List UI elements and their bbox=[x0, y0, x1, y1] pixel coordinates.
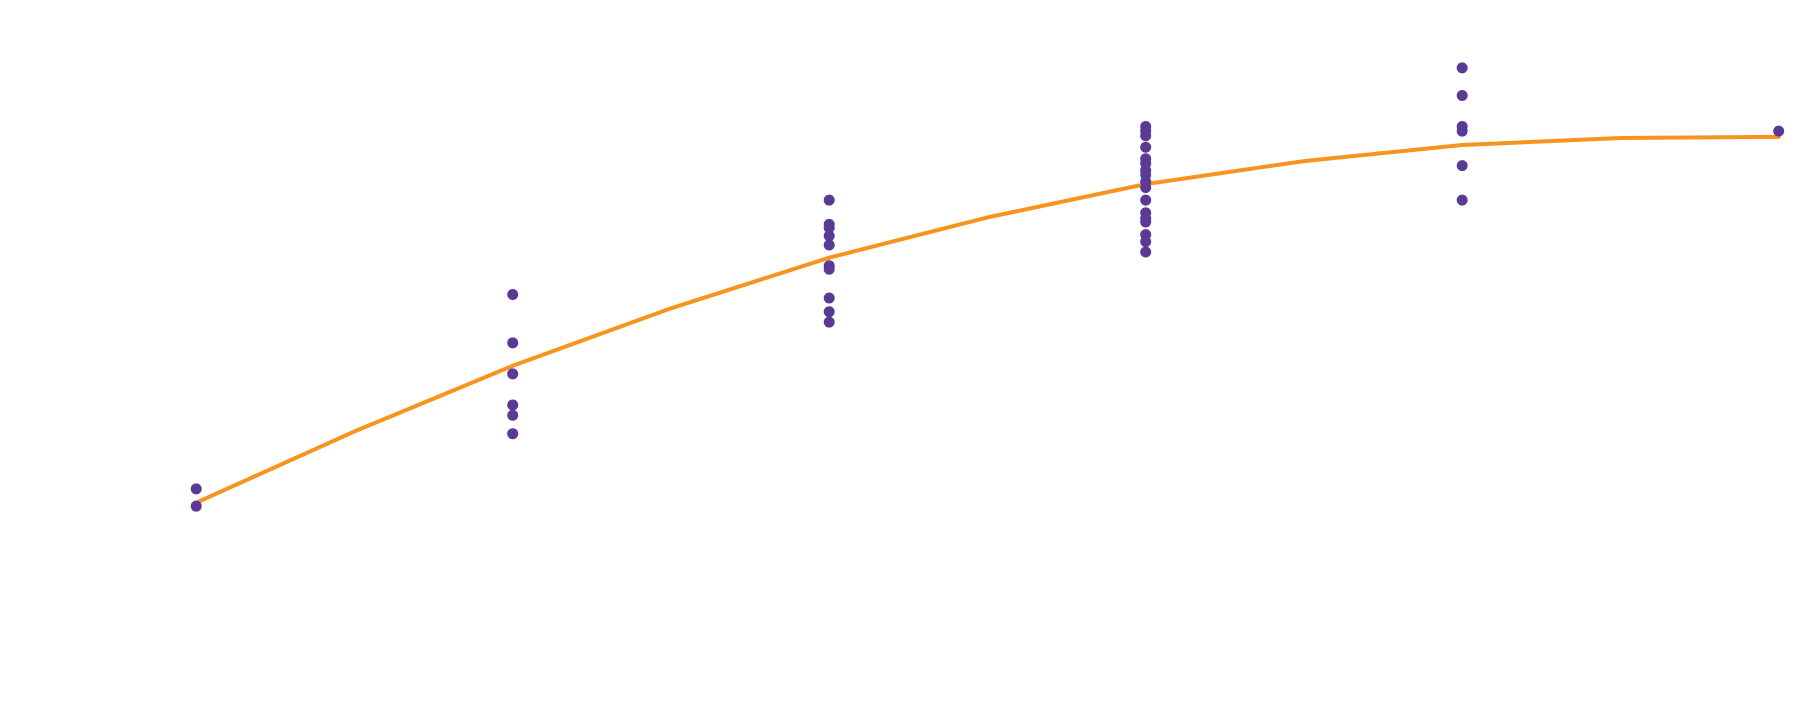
point bbox=[1456, 62, 1468, 74]
point bbox=[507, 409, 519, 421]
point bbox=[1456, 194, 1468, 206]
point bbox=[190, 500, 202, 512]
point bbox=[1140, 141, 1152, 153]
point bbox=[823, 222, 835, 234]
point bbox=[823, 263, 835, 275]
point bbox=[1140, 216, 1152, 228]
point bbox=[1140, 246, 1152, 258]
point bbox=[507, 399, 519, 411]
point bbox=[823, 306, 835, 318]
point bbox=[823, 230, 835, 242]
point bbox=[1456, 160, 1468, 172]
point bbox=[823, 292, 835, 304]
point bbox=[1140, 194, 1152, 206]
point bbox=[190, 483, 202, 495]
point bbox=[1773, 125, 1785, 137]
point bbox=[823, 239, 835, 251]
point bbox=[1140, 236, 1152, 248]
fit-line bbox=[194, 134, 1781, 505]
point bbox=[823, 194, 835, 206]
point bbox=[1456, 89, 1468, 101]
point bbox=[507, 289, 519, 301]
point bbox=[1140, 130, 1152, 142]
point bbox=[507, 368, 519, 380]
point bbox=[1456, 125, 1468, 137]
point bbox=[823, 316, 835, 328]
point bbox=[507, 337, 519, 349]
point bbox=[507, 428, 519, 440]
point bbox=[1140, 182, 1152, 194]
